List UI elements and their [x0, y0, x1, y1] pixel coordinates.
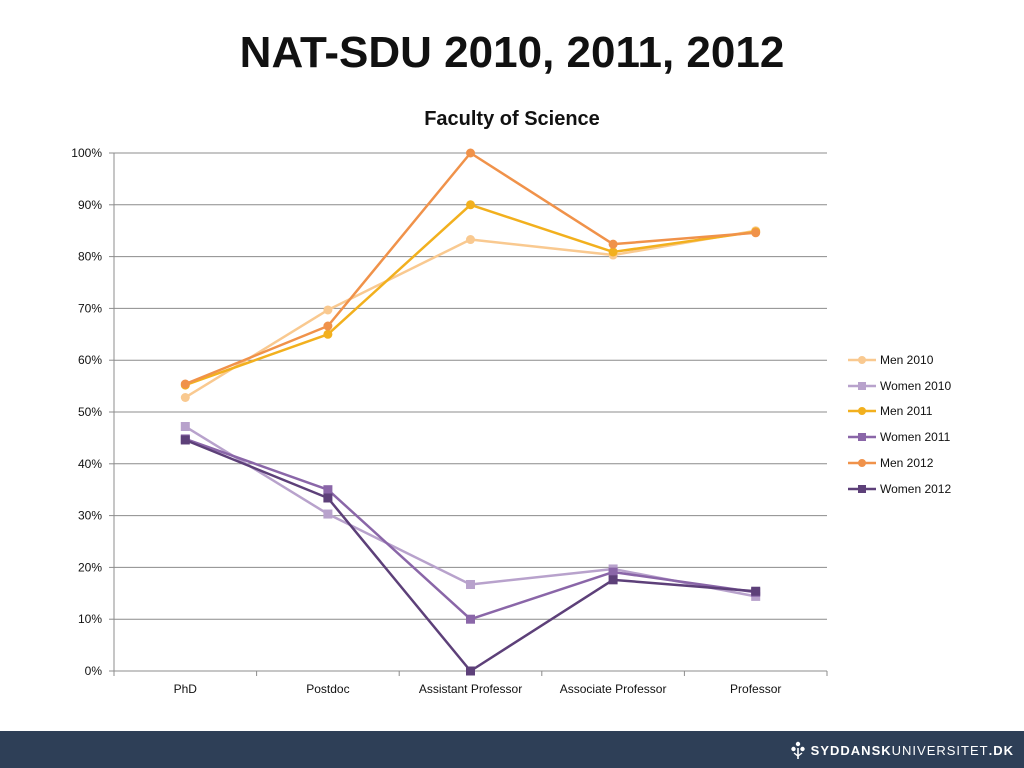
slide-title: NAT-SDU 2010, 2011, 2012: [239, 28, 785, 77]
data-point-women-2011: [466, 614, 475, 624]
logo-text-dk: .DK: [988, 742, 1014, 758]
legend-label: Women 2011: [880, 430, 951, 445]
data-point-men-2012: [608, 239, 618, 249]
series-line-men-2010: [184, 229, 756, 399]
legend-swatch: [848, 355, 876, 364]
legend-swatch: [848, 484, 876, 493]
legend-label: Women 2010: [880, 378, 952, 393]
y-tick-label: 20%: [78, 560, 102, 574]
series-line-men-2011: [184, 203, 756, 387]
legend-swatch: [848, 407, 876, 416]
data-point-women-2010: [466, 579, 475, 589]
y-tick-label: 30%: [78, 509, 102, 523]
legend-item: Women 2010: [848, 373, 1018, 399]
data-point-women-2010: [180, 422, 190, 432]
legend-swatch: [848, 459, 876, 468]
series-line-men-2012: [184, 151, 756, 386]
data-point-women-2011: [608, 567, 618, 577]
y-tick-label: 60%: [78, 353, 102, 367]
y-tick-label: 40%: [78, 457, 102, 471]
x-tick-label: Professor: [730, 682, 781, 696]
legend-label: Men 2010: [880, 352, 934, 367]
data-point-women-2011: [323, 485, 333, 495]
data-point-men-2010: [466, 235, 475, 245]
university-logo: SYDDANSK UNIVERSITET .DK: [789, 739, 1014, 761]
data-point-men-2011: [466, 200, 475, 210]
data-point-women-2012: [466, 666, 475, 676]
y-tick-label: 50%: [78, 405, 102, 419]
x-tick-label: Postdoc: [306, 682, 349, 696]
data-point-men-2011: [323, 329, 333, 339]
chart-title: Faculty of Science: [424, 108, 600, 130]
legend-swatch: [848, 381, 876, 390]
legend-label: Men 2011: [880, 404, 933, 419]
legend-item: Women 2011: [848, 424, 1018, 450]
y-tick-label: 70%: [78, 301, 102, 315]
legend-item: Men 2011: [848, 399, 1018, 425]
footer-bar: SYDDANSK UNIVERSITET .DK: [0, 731, 1024, 768]
data-point-women-2010: [323, 509, 333, 519]
data-point-men-2010: [180, 392, 190, 402]
data-point-men-2010: [323, 305, 333, 315]
data-point-women-2012: [323, 493, 333, 503]
x-tick-label: Assistant Professor: [419, 682, 522, 696]
x-tick-label: PhD: [174, 682, 198, 696]
y-tick-label: 10%: [78, 612, 102, 626]
sdu-emblem-icon: [790, 741, 805, 759]
y-tick-label: 80%: [78, 250, 102, 264]
data-point-women-2012: [608, 575, 618, 585]
y-tick-label: 100%: [71, 146, 102, 160]
series-line-women-2011: [184, 437, 756, 621]
logo-text-universitet: UNIVERSITET: [891, 742, 989, 758]
series-line-women-2010: [184, 425, 756, 598]
data-point-men-2012: [466, 148, 475, 158]
y-tick-label: 0%: [85, 664, 103, 678]
logo-text-syddansk: SYDDANSK: [810, 742, 892, 758]
legend-item: Men 2012: [848, 450, 1018, 476]
chart-legend: Men 2010 Women 2010 Men 2011 Women 2011 Men …: [848, 347, 1018, 502]
data-point-men-2012: [751, 228, 761, 238]
line-chart: 0% 10% 20% 30% 40% 50% 60% 70% 80% 90% 100% PhD Post…: [71, 146, 828, 696]
x-tick-label: Associate Professor: [560, 682, 667, 696]
series-line-women-2012: [184, 438, 756, 673]
data-point-women-2012: [751, 586, 761, 596]
data-point-men-2011: [608, 247, 618, 257]
data-point-men-2012: [323, 321, 333, 331]
legend-label: Men 2012: [880, 456, 934, 471]
y-tick-label: 90%: [78, 198, 102, 212]
data-point-women-2012: [180, 435, 190, 445]
data-point-men-2012: [180, 379, 190, 389]
legend-item: Women 2012: [848, 476, 1018, 502]
legend-label: Women 2012: [880, 481, 952, 496]
legend-item: Men 2010: [848, 347, 1018, 373]
legend-swatch: [848, 433, 876, 442]
